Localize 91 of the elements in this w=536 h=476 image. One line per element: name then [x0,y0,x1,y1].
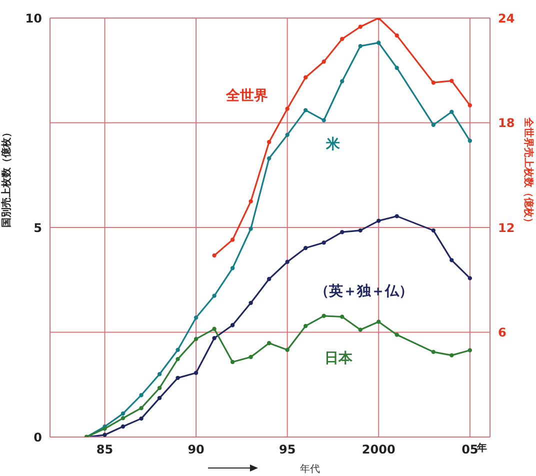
point [266,276,272,282]
point [358,44,362,48]
y2-tick-label: 18 [498,116,515,130]
point [322,314,326,318]
point [468,276,472,280]
point [394,214,399,218]
point [266,140,272,144]
point [468,138,472,143]
x-axis-title: 年代 [300,463,320,475]
point [248,300,253,306]
y2-axis-title: 全世界売上枚数（億枚） [522,116,534,228]
point [304,75,308,80]
point [376,40,381,45]
point [468,103,472,108]
point [176,348,180,352]
point [266,341,272,346]
x-tick-label: 95 [278,442,296,457]
point [266,156,272,160]
point [358,328,362,332]
x-tick-label: 85 [96,442,114,457]
point [212,253,216,258]
x-tick-label: 90 [188,442,204,457]
point [340,230,344,234]
series-label: 米 [324,136,341,153]
y-tick-label: 10 [25,11,42,26]
point [120,416,126,420]
point [102,432,107,437]
point [194,315,198,320]
point [340,79,344,84]
point [157,372,162,376]
point [322,118,326,122]
point [248,354,253,360]
point [376,320,381,324]
point [322,240,326,245]
point [139,406,144,410]
point [450,78,454,83]
point [157,386,162,390]
point [139,393,144,398]
y-axis-title: 国別売上枚数（億枚） [0,128,13,228]
point [194,370,198,375]
point [230,266,235,270]
point [102,426,107,431]
point [450,258,454,262]
point [120,411,126,416]
series-label: 日本 [324,350,354,366]
point [176,356,180,362]
point [394,66,399,70]
y2-tick-label: 12 [498,220,515,235]
x-tick-label: 2000 [362,442,396,457]
point [468,348,472,352]
y-tick-label: 0 [34,430,42,444]
point [431,80,436,85]
point [304,246,308,250]
point [340,36,344,42]
point [394,33,399,38]
point [248,226,253,231]
text: 年 [477,442,487,455]
point [248,199,253,204]
point [230,360,235,364]
point [376,218,381,223]
point [230,323,235,328]
point [285,106,290,111]
x-tick-label: 05 [462,442,478,457]
point [120,424,126,429]
point [450,353,454,358]
series-label: 全世界 [225,88,268,104]
point [358,228,362,233]
point [212,336,216,340]
point [450,110,454,114]
point [322,60,326,64]
point [358,24,362,29]
point [431,350,436,354]
y2-tick-label: 6 [498,326,506,340]
point [212,326,216,331]
point [139,416,144,421]
point [157,396,162,400]
point [431,122,436,127]
point [176,376,180,380]
point [285,132,290,137]
point [285,260,290,264]
point [212,294,216,298]
point [194,336,198,342]
point [230,238,235,242]
y-tick-label: 5 [34,220,42,235]
point [340,314,344,319]
y2-tick-label: 24 [498,11,515,26]
point [431,228,436,233]
point [394,332,399,337]
point [304,108,308,112]
point [285,348,290,352]
point [304,324,308,328]
